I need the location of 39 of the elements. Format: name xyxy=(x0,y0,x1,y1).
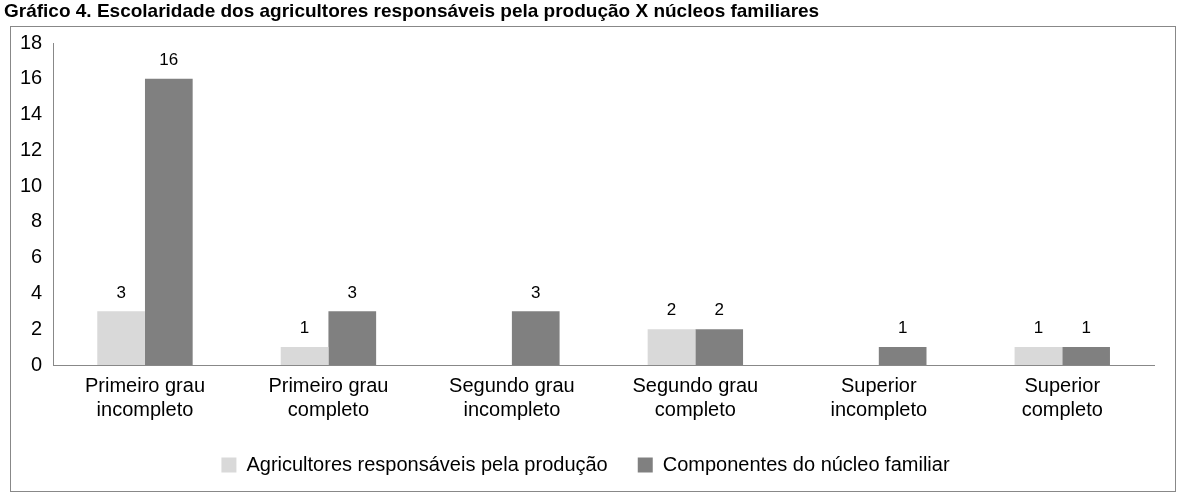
data-label: 1 xyxy=(1033,318,1044,338)
legend-label: Componentes do núcleo familiar xyxy=(662,452,950,475)
category-label: Primeiro grau xyxy=(84,373,205,396)
bar xyxy=(1014,347,1063,365)
data-label: 3 xyxy=(116,282,126,302)
category-label: incompleto xyxy=(830,397,928,420)
y-tick-label: 0 xyxy=(31,352,43,375)
y-tick-label: 18 xyxy=(20,30,43,53)
bar xyxy=(647,329,696,365)
data-label: 1 xyxy=(299,318,310,338)
data-label: 16 xyxy=(159,49,179,69)
y-tick-label: 6 xyxy=(31,245,43,268)
category-label: completo xyxy=(287,397,370,420)
data-label: 2 xyxy=(666,300,677,320)
data-label: 1 xyxy=(897,318,908,338)
legend-label: Agricultores responsáveis pela produção xyxy=(246,452,608,475)
category-label: completo xyxy=(1021,397,1103,420)
category-label: incompleto xyxy=(463,397,561,420)
category-label: Superior xyxy=(841,373,917,396)
data-label: 2 xyxy=(714,300,724,320)
y-tick-label: 12 xyxy=(20,137,43,160)
category-label: incompleto xyxy=(96,397,194,420)
category-label: Superior xyxy=(1024,373,1101,396)
y-tick-label: 14 xyxy=(20,102,43,125)
chart-title: Gráfico 4. Escolaridade dos agricultores responsáveis pela produção X núcleos familiares xyxy=(3,0,821,22)
data-label: 3 xyxy=(347,282,358,302)
bar xyxy=(97,311,145,365)
y-tick-label: 10 xyxy=(20,173,43,196)
data-label: 1 xyxy=(1081,318,1091,338)
category-label: Segundo grau xyxy=(449,373,575,396)
y-tick-label: 8 xyxy=(31,209,43,232)
category-label: completo xyxy=(654,397,736,420)
y-tick-label: 16 xyxy=(20,66,43,89)
category-label: Primeiro grau xyxy=(268,373,389,396)
y-tick-label: 2 xyxy=(31,316,43,339)
y-tick-label: 4 xyxy=(31,280,43,303)
bar xyxy=(280,347,329,365)
data-label: 3 xyxy=(531,282,541,302)
category-label: Segundo grau xyxy=(632,373,759,396)
